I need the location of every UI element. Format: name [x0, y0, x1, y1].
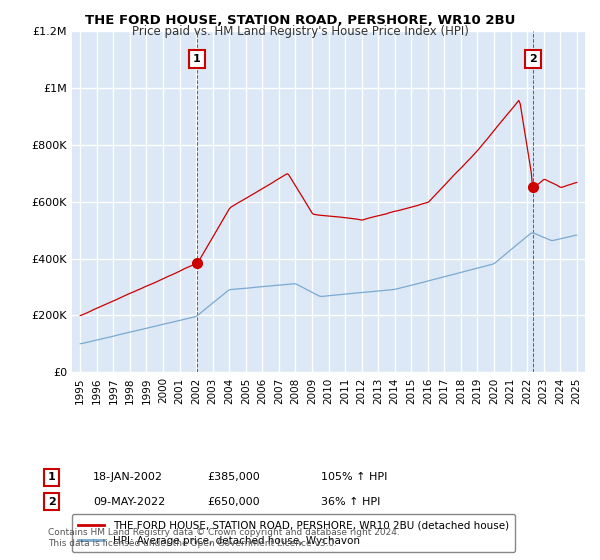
- Text: Price paid vs. HM Land Registry's House Price Index (HPI): Price paid vs. HM Land Registry's House …: [131, 25, 469, 38]
- Legend: THE FORD HOUSE, STATION ROAD, PERSHORE, WR10 2BU (detached house), HPI: Average : THE FORD HOUSE, STATION ROAD, PERSHORE, …: [72, 514, 515, 552]
- Text: 1: 1: [193, 54, 201, 64]
- Text: £385,000: £385,000: [207, 472, 260, 482]
- Text: THE FORD HOUSE, STATION ROAD, PERSHORE, WR10 2BU: THE FORD HOUSE, STATION ROAD, PERSHORE, …: [85, 14, 515, 27]
- Text: Contains HM Land Registry data © Crown copyright and database right 2024.
This d: Contains HM Land Registry data © Crown c…: [48, 528, 400, 548]
- Text: 2: 2: [48, 497, 56, 507]
- Text: 36% ↑ HPI: 36% ↑ HPI: [321, 497, 380, 507]
- Text: 1: 1: [48, 472, 56, 482]
- Text: 18-JAN-2002: 18-JAN-2002: [93, 472, 163, 482]
- Text: 105% ↑ HPI: 105% ↑ HPI: [321, 472, 388, 482]
- Text: £650,000: £650,000: [207, 497, 260, 507]
- Text: 09-MAY-2022: 09-MAY-2022: [93, 497, 165, 507]
- Text: 2: 2: [529, 54, 537, 64]
